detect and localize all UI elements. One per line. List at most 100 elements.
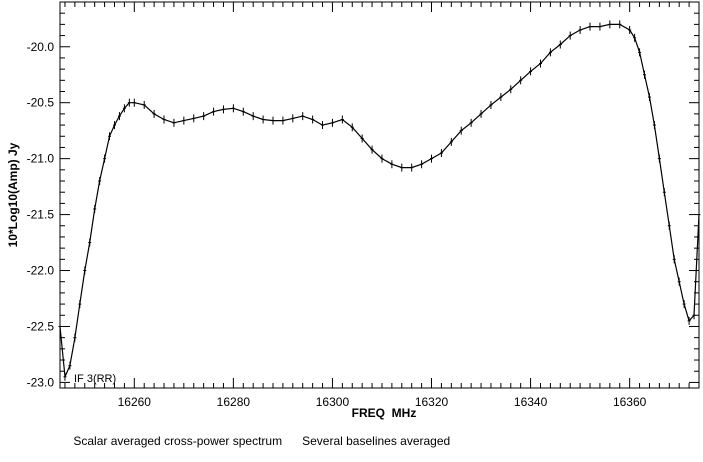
data-point xyxy=(192,114,196,123)
spectrum-plot: 16260 16280 16300 16320 16340 16360 -20.0-20.… xyxy=(6,1,701,420)
y-tick-label: -21.5 xyxy=(27,208,55,222)
data-point xyxy=(430,154,434,163)
data-point xyxy=(692,311,696,320)
data-point xyxy=(538,59,542,68)
data-point xyxy=(672,255,676,264)
data-point xyxy=(271,116,275,125)
data-point xyxy=(647,93,651,102)
data-point xyxy=(677,277,681,286)
y-tick-label: -20.0 xyxy=(27,40,55,54)
data-point xyxy=(73,333,77,342)
data-point xyxy=(321,121,325,130)
caption-right: Several baselines averaged xyxy=(302,434,451,448)
y-tick-label: -22.5 xyxy=(27,319,55,333)
data-point xyxy=(410,163,414,172)
data-point xyxy=(509,85,513,94)
data-point xyxy=(241,107,245,116)
data-point xyxy=(652,121,656,130)
y-axis: -20.0 -20.5 -21.0 -21.5 -22.0 -22.5 -23.0 xyxy=(27,1,699,389)
data-point xyxy=(420,160,424,169)
data-point xyxy=(489,100,493,109)
data-point xyxy=(231,104,235,113)
series-layer xyxy=(58,20,701,381)
data-point xyxy=(172,118,176,127)
data-point xyxy=(439,149,443,158)
x-axis-label: FREQ MHz xyxy=(352,406,417,420)
spectrum-chart: 16260 16280 16300 16320 16340 16360 -20.0 -20.… xyxy=(6,1,701,448)
x-tick-label: 16360 xyxy=(613,395,647,409)
caption: Scalar averaged cross-power spectrum Seve… xyxy=(60,420,470,462)
data-point xyxy=(112,121,116,130)
data-point xyxy=(311,115,315,124)
data-point xyxy=(578,25,582,34)
data-point xyxy=(152,109,156,118)
data-point xyxy=(330,118,334,127)
data-point xyxy=(687,316,691,325)
data-point xyxy=(68,361,72,370)
data-point xyxy=(182,116,186,125)
data-point xyxy=(301,112,305,121)
data-point xyxy=(449,137,453,146)
data-point xyxy=(370,145,374,154)
data-point xyxy=(261,115,265,124)
data-point xyxy=(529,67,533,76)
data-point xyxy=(499,93,503,102)
data-point xyxy=(519,76,523,85)
data-point xyxy=(628,25,632,34)
data-point xyxy=(667,221,671,230)
data-point xyxy=(340,115,344,124)
data-point xyxy=(588,22,592,31)
series-line xyxy=(59,23,700,380)
y-tick-label: -22.0 xyxy=(27,264,55,278)
data-point xyxy=(291,114,295,123)
data-point xyxy=(202,112,206,121)
data-point xyxy=(390,160,394,169)
data-point xyxy=(638,48,642,57)
data-point xyxy=(697,210,701,219)
data-point xyxy=(682,300,686,309)
y-tick-label: -23.0 xyxy=(27,375,55,389)
data-point xyxy=(108,132,112,141)
data-point xyxy=(568,31,572,40)
x-axis: 16260 16280 16300 16320 16340 16360 xyxy=(64,2,700,409)
y-tick-label: -20.5 xyxy=(27,96,55,110)
data-point xyxy=(78,300,82,309)
data-point xyxy=(132,98,136,107)
data-point xyxy=(662,188,666,197)
data-point xyxy=(122,104,126,113)
data-point xyxy=(360,134,364,143)
data-point xyxy=(142,100,146,109)
data-point xyxy=(251,112,255,121)
y-tick-label: -21.0 xyxy=(27,152,55,166)
y-axis-label: 10*Log10(Amp) Jy xyxy=(6,142,20,247)
data-point xyxy=(63,372,67,381)
data-point xyxy=(58,322,62,331)
data-point xyxy=(618,20,622,29)
data-point xyxy=(93,204,97,213)
data-point xyxy=(469,118,473,127)
x-tick-label: 16280 xyxy=(217,395,251,409)
data-point xyxy=(633,33,637,42)
data-point xyxy=(83,266,87,275)
data-point xyxy=(479,109,483,118)
if-annotation: IF 3(RR) xyxy=(74,373,116,385)
data-point xyxy=(127,98,131,107)
data-point xyxy=(103,154,107,163)
data-point xyxy=(558,40,562,49)
data-point xyxy=(212,107,216,116)
plot-frame xyxy=(59,1,700,389)
data-point xyxy=(281,116,285,125)
data-point xyxy=(459,126,463,135)
data-point xyxy=(400,163,404,172)
caption-left: Scalar averaged cross-power spectrum xyxy=(73,434,283,448)
x-tick-label: 16320 xyxy=(415,395,449,409)
data-point xyxy=(598,22,602,31)
x-tick-label: 16340 xyxy=(514,395,548,409)
data-point xyxy=(548,48,552,57)
data-point xyxy=(162,115,166,124)
data-point xyxy=(657,154,661,163)
data-point xyxy=(380,154,384,163)
data-point xyxy=(350,123,354,132)
data-point xyxy=(117,112,121,121)
data-point xyxy=(643,70,647,79)
